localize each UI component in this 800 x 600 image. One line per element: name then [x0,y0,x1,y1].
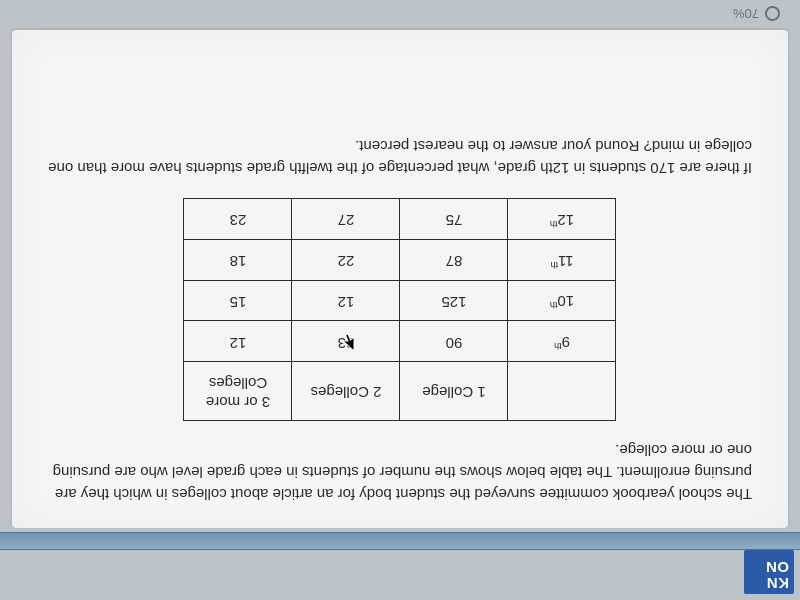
cell-value: 75 [400,199,508,240]
question-card: The school yearbook committee surveyed t… [12,30,788,528]
progress-circle-icon [765,6,780,21]
table-row: 9th 90 33 12 [184,321,616,362]
grade-suffix: th [550,219,558,229]
grade-cell: 10th [508,280,616,321]
footer-bar: 70% [733,6,780,21]
intro-text: The school yearbook committee surveyed t… [48,439,752,504]
grade-num: 12 [557,211,574,228]
grade-num: 10 [557,293,574,310]
grade-num: 9 [562,333,570,350]
cell-value: 23 [184,199,292,240]
table-row: 11th 87 22 18 [184,240,616,281]
data-table: 1 College 2 Colleges 3 or more Colleges … [184,198,617,421]
question-text: If there are 170 students in 12th grade,… [48,135,752,179]
brand-logo: KN ON [744,550,794,594]
header-3-line2: Colleges [209,374,267,391]
table-row: 12th 75 27 23 [184,199,616,240]
header-blank [508,362,616,421]
header-2-colleges: 2 Colleges [292,362,400,421]
cell-value: 22 [292,240,400,281]
cell-value: 12 [292,280,400,321]
cell-value: 33 [292,321,400,362]
header-bar [0,532,800,550]
logo-line-2: ON [749,558,789,574]
cell-value: 15 [184,280,292,321]
grade-cell: 11th [508,240,616,281]
header-1-college: 1 College [400,362,508,421]
header-3-or-more: 3 or more Colleges [184,362,292,421]
logo-line-1: KN [749,574,789,590]
cell-value: 18 [184,240,292,281]
cell-value: 90 [400,321,508,362]
table-header-row: 1 College 2 Colleges 3 or more Colleges [184,362,616,421]
grade-cell: 12th [508,199,616,240]
progress-percent: 70% [733,6,759,21]
cell-value: 12 [184,321,292,362]
header-3-line1: 3 or more [206,393,270,410]
table-row: 10th 125 12 15 [184,280,616,321]
screen-root: KN ON The school yearbook committee surv… [0,0,800,600]
grade-num: 11 [558,252,574,269]
grade-suffix: th [550,260,558,270]
grade-suffix: th [554,341,562,351]
cell-value: 87 [400,240,508,281]
cell-value: 27 [292,199,400,240]
cell-value: 125 [400,280,508,321]
grade-cell: 9th [508,321,616,362]
grade-suffix: th [550,301,558,311]
